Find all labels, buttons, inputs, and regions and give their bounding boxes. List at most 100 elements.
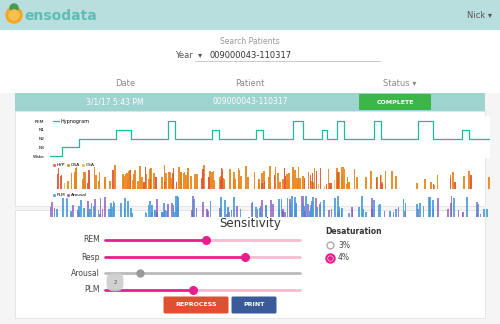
Bar — [167, 204, 169, 217]
Bar — [381, 184, 382, 189]
Bar — [207, 211, 208, 217]
Bar — [0, 75, 500, 93]
Bar — [264, 181, 266, 189]
Text: Status ▾: Status ▾ — [384, 79, 417, 88]
Bar — [312, 173, 313, 189]
Bar — [305, 196, 307, 217]
Bar — [284, 168, 286, 189]
Bar — [202, 202, 204, 217]
Bar — [56, 174, 58, 189]
Bar — [210, 201, 212, 217]
Bar — [127, 179, 129, 189]
Bar — [153, 173, 155, 189]
Bar — [434, 185, 436, 189]
Bar — [290, 210, 292, 217]
Bar — [228, 208, 230, 217]
Bar — [220, 208, 222, 217]
Bar — [201, 178, 202, 189]
Bar — [89, 209, 90, 217]
Bar — [396, 209, 397, 217]
Bar — [298, 167, 300, 189]
Bar — [185, 176, 187, 189]
Bar — [233, 172, 235, 189]
Bar — [452, 172, 454, 189]
Bar — [292, 167, 294, 189]
Bar — [208, 179, 210, 189]
Bar — [0, 30, 500, 75]
Bar — [337, 196, 339, 217]
Bar — [70, 213, 72, 217]
Bar — [130, 170, 132, 189]
Bar — [326, 184, 328, 189]
Bar — [352, 210, 354, 217]
Bar — [376, 180, 378, 189]
Bar — [156, 212, 158, 217]
Bar — [437, 198, 439, 217]
Bar — [470, 180, 472, 189]
Bar — [112, 206, 114, 217]
Bar — [78, 206, 80, 217]
Bar — [210, 178, 212, 189]
Bar — [164, 210, 166, 217]
Bar — [140, 166, 141, 189]
Bar — [262, 183, 264, 189]
Bar — [392, 212, 394, 217]
Bar — [265, 206, 266, 217]
Bar — [338, 172, 340, 189]
Bar — [74, 174, 76, 189]
Bar — [60, 176, 61, 189]
Bar — [312, 182, 314, 189]
Bar — [272, 204, 274, 217]
Text: REM: REM — [83, 236, 100, 245]
Bar — [274, 175, 275, 189]
Bar — [170, 172, 171, 189]
Bar — [130, 170, 131, 189]
Bar — [344, 169, 345, 189]
Bar — [99, 214, 100, 217]
Bar — [324, 186, 326, 189]
Bar — [128, 201, 129, 217]
Bar — [172, 173, 174, 189]
Bar — [432, 209, 434, 217]
Bar — [436, 175, 438, 189]
Bar — [170, 178, 172, 189]
Text: Patient: Patient — [236, 79, 264, 88]
Bar — [104, 177, 106, 189]
Bar — [297, 180, 298, 189]
Bar — [178, 197, 180, 217]
Bar — [84, 172, 86, 189]
Bar — [221, 168, 222, 189]
Bar — [68, 180, 69, 189]
Bar — [282, 211, 284, 217]
Bar — [58, 168, 59, 189]
Text: COMPLETE: COMPLETE — [376, 99, 414, 105]
Bar — [134, 170, 136, 189]
Bar — [238, 168, 240, 189]
Bar — [194, 200, 195, 217]
Bar — [282, 209, 284, 217]
Bar — [130, 208, 132, 217]
Bar — [161, 213, 163, 217]
Text: 2: 2 — [113, 280, 117, 284]
Bar — [191, 210, 192, 217]
Bar — [462, 212, 464, 217]
Bar — [380, 204, 381, 217]
Text: Nick ▾: Nick ▾ — [467, 11, 492, 20]
Bar — [176, 182, 177, 189]
Bar — [100, 198, 102, 217]
Bar — [146, 213, 148, 217]
Bar — [238, 170, 240, 189]
Bar — [98, 172, 100, 189]
Bar — [94, 199, 96, 217]
Legend: PLM, Arousal: PLM, Arousal — [52, 193, 87, 197]
Bar — [260, 206, 262, 217]
Bar — [336, 173, 338, 189]
Bar — [340, 210, 342, 217]
Bar — [90, 202, 92, 217]
Bar — [302, 196, 304, 217]
Bar — [284, 176, 286, 189]
Bar — [80, 201, 82, 217]
Circle shape — [10, 4, 18, 12]
Bar — [227, 207, 228, 217]
Bar — [254, 172, 256, 189]
